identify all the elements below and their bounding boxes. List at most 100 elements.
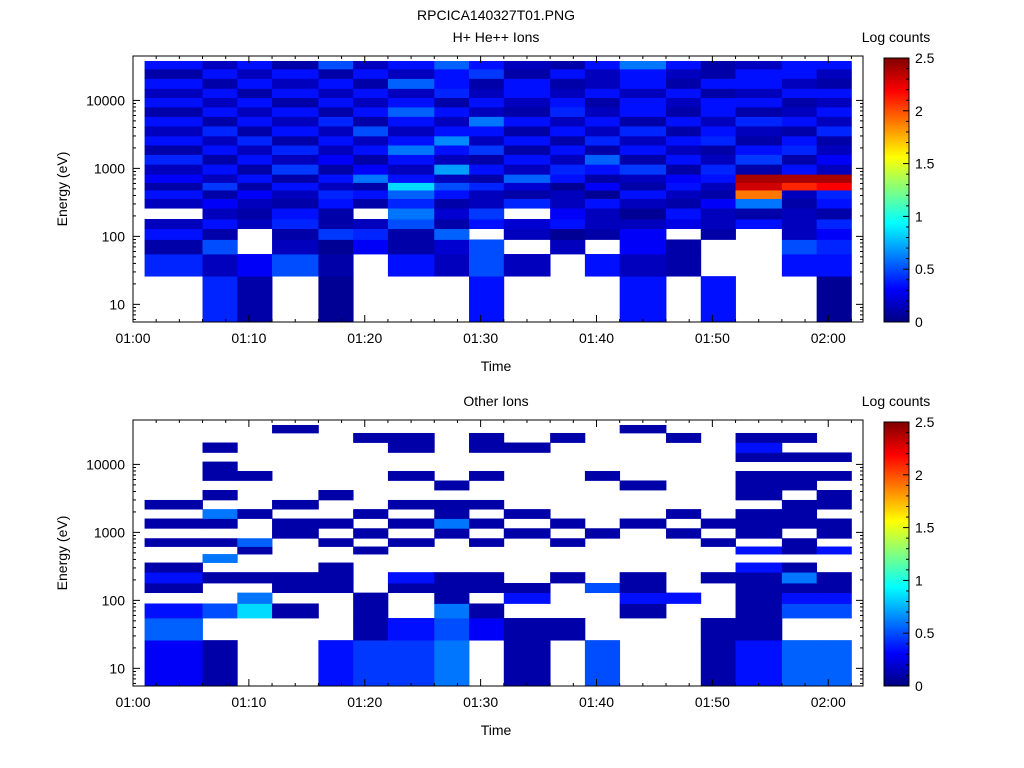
heatmap-cell: [318, 97, 354, 108]
heatmap-cell: [584, 78, 621, 89]
heatmap-cell: [666, 106, 702, 117]
heatmap-cell: [816, 546, 852, 555]
heatmap-cell: [318, 198, 354, 209]
y-tick-label: 1000: [94, 524, 125, 540]
heatmap-cell: [666, 135, 702, 146]
heatmap-cell: [318, 60, 354, 70]
heatmap-cell: [272, 174, 319, 183]
heatmap-cell: [735, 135, 783, 146]
heatmap-cell: [735, 68, 783, 79]
heatmap-cell: [700, 538, 736, 547]
heatmap-cell: [144, 68, 203, 79]
heatmap-cell: [272, 126, 319, 137]
y-tick-label: 10000: [86, 92, 125, 108]
heatmap-cell: [237, 154, 273, 165]
heatmap-cell: [666, 60, 702, 70]
heatmap-cell: [781, 603, 818, 619]
heatmap-cell: [202, 554, 238, 563]
heatmap-cell: [144, 499, 203, 510]
heatmap-cell: [318, 572, 354, 584]
heatmap-cell: [272, 135, 319, 146]
heatmap-cell: [387, 254, 435, 277]
heatmap-cell: [700, 60, 736, 70]
heatmap-cell: [584, 208, 621, 220]
heatmap-cell: [700, 182, 736, 191]
heatmap-cell: [666, 528, 702, 539]
heatmap-cell: [387, 88, 435, 98]
heatmap-cell: [735, 442, 783, 453]
heatmap-cell: [619, 68, 667, 79]
heatmap-cell: [272, 228, 319, 240]
colorbar-top: Log counts 0 0.5 1 1.5 2 2.5: [862, 29, 935, 330]
heatmap-cell: [735, 106, 783, 117]
heatmap-cell: [318, 562, 354, 573]
heatmap-cell: [237, 68, 273, 79]
heatmap-cell: [666, 116, 702, 127]
heatmap-cell: [735, 154, 783, 165]
heatmap-cell: [550, 145, 586, 155]
heatmap-cell: [353, 546, 389, 555]
heatmap-cell: [272, 116, 319, 127]
heatmap-cell: [619, 276, 667, 323]
heatmap-cell: [353, 78, 389, 89]
heatmap-cell: [666, 190, 702, 199]
heatmap-cell: [202, 164, 238, 175]
heatmap-cell: [318, 208, 354, 220]
heatmap-cell: [700, 97, 736, 108]
heatmap-cell: [700, 78, 736, 89]
heatmap-cell: [700, 126, 736, 137]
y-tick-label: 10: [109, 296, 125, 312]
heatmap-cell: [387, 518, 435, 529]
heatmap-cell: [816, 603, 852, 619]
heatmap-cell: [272, 60, 319, 70]
heatmap-cell: [700, 518, 736, 529]
heatmap-cell: [503, 228, 551, 240]
colorbar-bottom-label: Log counts: [862, 393, 931, 409]
heatmap-cell: [550, 239, 586, 255]
colorbar-tick-label: 0.5: [915, 261, 935, 277]
panel-h-he-ions-ticks: 01:00 01:10 01:20 01:30 01:40 01:50 02:00 10 100…: [86, 56, 863, 346]
heatmap-cell: [781, 546, 818, 555]
heatmap-cell: [434, 154, 470, 165]
heatmap-cell: [353, 60, 389, 70]
heatmap-cell: [434, 219, 470, 230]
colorbar-tick-label: 0: [915, 678, 923, 694]
x-tick-label: 01:30: [463, 694, 498, 710]
heatmap-cell: [202, 461, 238, 472]
heatmap-cell: [781, 198, 818, 209]
heatmap-cell: [469, 276, 505, 323]
heatmap-cell: [202, 60, 238, 70]
heatmap-cell: [619, 254, 667, 277]
heatmap-cell: [781, 254, 818, 277]
heatmap-cell: [735, 145, 783, 155]
heatmap-cell: [318, 154, 354, 165]
heatmap-cell: [816, 106, 852, 117]
heatmap-cell: [434, 60, 470, 70]
heatmap-cell: [550, 208, 586, 220]
heatmap-cell: [816, 452, 852, 462]
heatmap-cell: [619, 198, 667, 209]
heatmap-cell: [202, 219, 238, 230]
panel-other-ions-xlabel: Time: [481, 722, 512, 738]
heatmap-cell: [272, 254, 319, 277]
heatmap-cell: [202, 276, 238, 323]
heatmap-cell: [666, 509, 702, 519]
heatmap-cell: [434, 603, 470, 619]
heatmap-cell: [735, 480, 783, 491]
heatmap-cell: [353, 145, 389, 155]
heatmap-cell: [434, 88, 470, 98]
heatmap-cell: [816, 239, 852, 255]
heatmap-cell: [318, 116, 354, 127]
x-tick-label: 01:00: [115, 694, 150, 710]
heatmap-cell: [550, 228, 586, 240]
heatmap-cell: [387, 228, 435, 240]
heatmap-cell: [781, 538, 818, 547]
heatmap-cell: [237, 97, 273, 108]
heatmap-cell: [550, 182, 586, 191]
heatmap-cell: [781, 116, 818, 127]
heatmap-cell: [272, 424, 319, 434]
heatmap-cell: [666, 198, 702, 209]
panel-h-he-ions-cells: [144, 60, 852, 323]
heatmap-cell: [434, 208, 470, 220]
heatmap-cell: [144, 572, 203, 584]
